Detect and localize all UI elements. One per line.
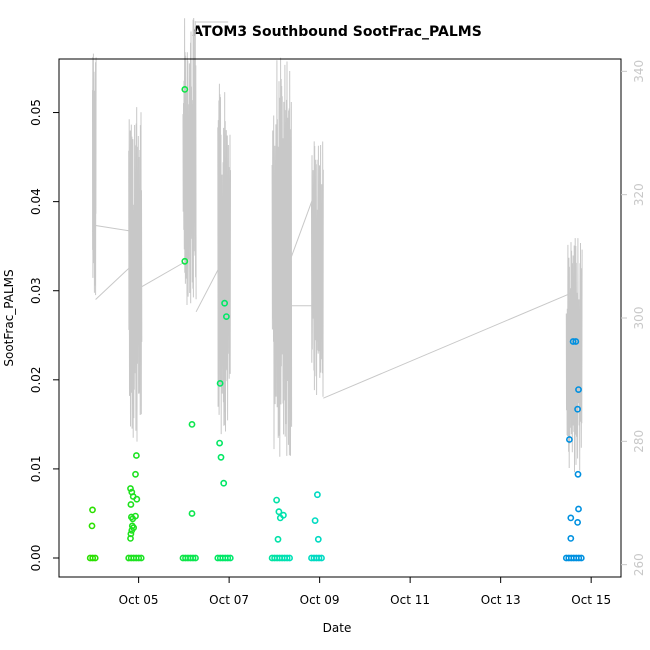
ground-track-segment [271,57,293,457]
ground-track-segment [565,238,583,473]
y-tick-label: 0.03 [29,277,43,304]
data-point [274,535,282,543]
y-axis-right: 260 280 300 320 340 [621,60,646,576]
data-point [566,436,573,443]
y-tick-label: 0.02 [29,366,43,393]
x-axis-label: Date [323,621,352,635]
data-point-zero [226,554,234,562]
zero-value-points [86,554,585,562]
data-point [220,479,228,487]
data-point-zero [283,554,291,562]
data-point [313,491,321,499]
y-axis-left: 0.00 0.01 0.02 0.03 0.04 0.05 [29,99,59,571]
ground-track-segment [311,141,324,397]
x-tick-label: Oct 15 [571,593,611,607]
ground-track-segment [140,262,185,288]
x-tick-label: Oct 11 [390,593,430,607]
data-point [222,313,230,320]
data-point-zero [192,554,199,562]
data-point-zero [137,554,145,562]
y-tick-label: 0.01 [29,456,43,483]
y2-tick-label: 280 [632,430,646,453]
data-point [188,510,196,517]
data-point [127,485,134,492]
data-point [132,452,140,459]
data-point [133,495,141,503]
data-point-zero [91,554,99,562]
data-point [567,514,575,522]
ground-track-segment [92,53,97,296]
data-point [567,535,575,542]
data-point-zero [135,554,143,562]
x-axis: Oct 05 Oct 07 Oct 09 Oct 11 Oct 13 Oct 15 [119,577,611,607]
data-point-zero [318,554,325,562]
data-point [273,496,280,504]
data-point [279,511,287,519]
data-point [572,338,580,345]
x-tick-label: Oct 13 [481,593,521,607]
data-point-zero [575,554,583,562]
y2-tick-label: 300 [632,307,646,330]
data-point [574,519,581,526]
data-point [132,470,139,478]
y2-tick-label: 320 [632,183,646,206]
x-tick-label: Oct 05 [119,593,159,607]
data-point [216,379,224,387]
data-point [88,522,96,530]
data-point-zero [189,554,197,562]
data-point [89,506,96,514]
y2-tick-label: 260 [632,553,646,576]
data-point [181,257,189,265]
x-tick-label: Oct 09 [300,593,340,607]
data-points [88,86,582,543]
y-tick-label: 0.04 [29,188,43,215]
data-point [217,453,225,461]
y2-tick-label: 340 [632,60,646,83]
ground-track-segment [323,292,571,399]
data-point [575,505,582,513]
data-point [314,535,322,543]
ground-track [92,17,583,473]
data-point [216,439,223,447]
data-point-zero [315,554,323,562]
y-tick-label: 0.05 [29,99,43,126]
ground-track-segment [217,83,231,435]
data-point-zero [577,554,585,562]
x-tick-label: Oct 07 [209,593,249,607]
ground-track-segment [282,194,315,282]
data-point [311,517,319,524]
data-point [275,508,283,516]
data-point [574,405,581,413]
data-point [569,338,577,345]
data-point [128,527,136,534]
data-point [127,501,135,508]
data-point [221,299,228,307]
data-point [127,535,134,542]
chart-title: ATOM3 Southbound SootFrac_PALMS [192,24,482,40]
data-point [188,420,196,428]
data-point [132,512,139,520]
ground-track-segment [128,107,143,442]
data-point-zero [89,554,97,562]
y-axis-label: SootFrac_PALMS [2,269,16,366]
data-point-zero [286,554,293,562]
data-point [181,86,189,93]
data-point [574,470,582,478]
y-tick-label: 0.00 [29,545,43,572]
data-point-zero [224,554,232,562]
ground-track-segment [182,17,197,306]
data-point [575,386,582,393]
